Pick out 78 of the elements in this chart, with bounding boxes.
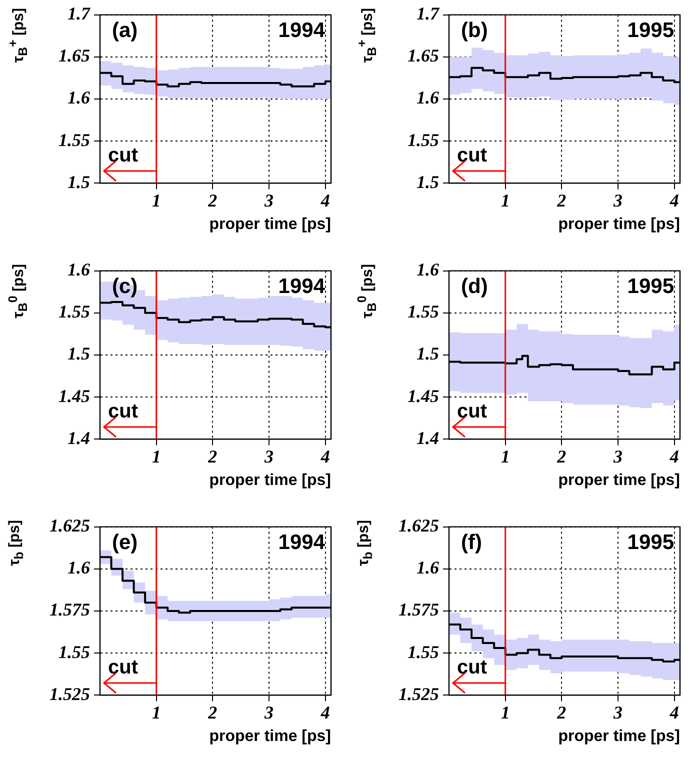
- x-axis-title: proper time [ps]: [558, 472, 680, 489]
- y-tick-label: 1.6: [416, 88, 439, 108]
- annotation: (f): [461, 531, 482, 554]
- y-tick-label: 1.55: [408, 302, 439, 322]
- x-tick-label: 3: [264, 446, 274, 467]
- x-tick-label: 2: [207, 190, 218, 211]
- y-tick-label: 1.6: [68, 88, 90, 108]
- x-axis-title: proper time [ps]: [209, 216, 331, 233]
- x-tick-label: 3: [612, 190, 623, 211]
- y-tick-label: 1.625: [50, 515, 90, 536]
- y-tick-label: 1.5: [416, 344, 439, 364]
- y-tick-label: 1.55: [58, 130, 90, 150]
- y-tick-label: 1.525: [50, 684, 90, 704]
- annotation: 1995: [627, 19, 674, 42]
- ref-line-label: cut: [108, 144, 138, 166]
- y-tick-label: 1.4: [416, 428, 439, 448]
- y-tick-label: 1.65: [408, 46, 439, 66]
- x-tick-label: 1: [152, 702, 161, 723]
- x-tick-label: 3: [264, 190, 274, 211]
- y-tick-label: 1.4: [68, 428, 90, 448]
- y-tick-label: 1.55: [58, 302, 90, 322]
- y-tick-label: 1.6: [68, 259, 90, 280]
- ref-line-label: cut: [108, 400, 138, 422]
- y-tick-label: 1.7: [68, 3, 91, 24]
- y-tick-label: 1.6: [68, 558, 90, 578]
- y-tick-label: 1.45: [408, 386, 439, 406]
- y-tick-label: 1.625: [398, 515, 439, 536]
- x-tick-label: 1: [500, 190, 510, 211]
- y-tick-label: 1.55: [58, 642, 90, 662]
- annotation: 1994: [278, 275, 326, 298]
- y-tick-label: 1.6: [416, 558, 439, 578]
- annotation: 1995: [627, 275, 674, 298]
- y-tick-label: 1.45: [58, 386, 90, 406]
- y-tick-label: 1.5: [68, 172, 90, 192]
- y-tick-label: 1.5: [68, 344, 90, 364]
- x-tick-label: 4: [668, 190, 679, 211]
- x-tick-label: 2: [556, 190, 566, 211]
- y-tick-label: 1.525: [398, 684, 439, 704]
- x-tick-label: 2: [556, 702, 566, 723]
- y-tick-label: 1.575: [50, 600, 90, 620]
- x-tick-label: 4: [668, 446, 679, 467]
- x-tick-label: 1: [152, 190, 161, 211]
- y-tick-label: 1.5: [416, 172, 439, 192]
- x-tick-label: 1: [500, 702, 510, 723]
- annotation: 1994: [278, 531, 326, 554]
- annotation: (a): [112, 19, 138, 42]
- x-tick-label: 2: [556, 446, 566, 467]
- x-tick-label: 3: [612, 702, 623, 723]
- x-tick-label: 4: [668, 702, 679, 723]
- ref-line-label: cut: [108, 656, 138, 678]
- ref-line-label: cut: [457, 144, 488, 166]
- y-tick-label: 1.575: [398, 600, 439, 620]
- y-tick-label: 1.7: [416, 3, 440, 24]
- x-tick-label: 3: [612, 446, 623, 467]
- x-tick-label: 2: [207, 446, 218, 467]
- annotation: (e): [112, 531, 138, 554]
- annotation: 1995: [627, 531, 674, 554]
- y-tick-label: 1.6: [416, 259, 439, 280]
- x-tick-label: 1: [152, 446, 161, 467]
- ref-line-label: cut: [457, 400, 488, 422]
- x-tick-label: 3: [264, 702, 274, 723]
- y-tick-label: 1.55: [408, 642, 439, 662]
- x-axis-title: proper time [ps]: [209, 472, 331, 489]
- x-axis-title: proper time [ps]: [558, 216, 680, 233]
- x-tick-label: 4: [320, 446, 330, 467]
- x-tick-label: 2: [207, 702, 218, 723]
- ref-line-label: cut: [457, 656, 488, 678]
- annotation: 1994: [278, 19, 326, 42]
- annotation: (b): [461, 19, 488, 42]
- annotation: (c): [112, 275, 138, 298]
- x-tick-label: 1: [500, 446, 510, 467]
- y-tick-label: 1.65: [58, 46, 90, 66]
- x-axis-title: proper time [ps]: [209, 728, 331, 745]
- x-tick-label: 4: [320, 190, 330, 211]
- y-tick-label: 1.55: [408, 130, 439, 150]
- x-axis-title: proper time [ps]: [558, 728, 680, 745]
- annotation: (d): [461, 275, 488, 298]
- x-tick-label: 4: [320, 702, 330, 723]
